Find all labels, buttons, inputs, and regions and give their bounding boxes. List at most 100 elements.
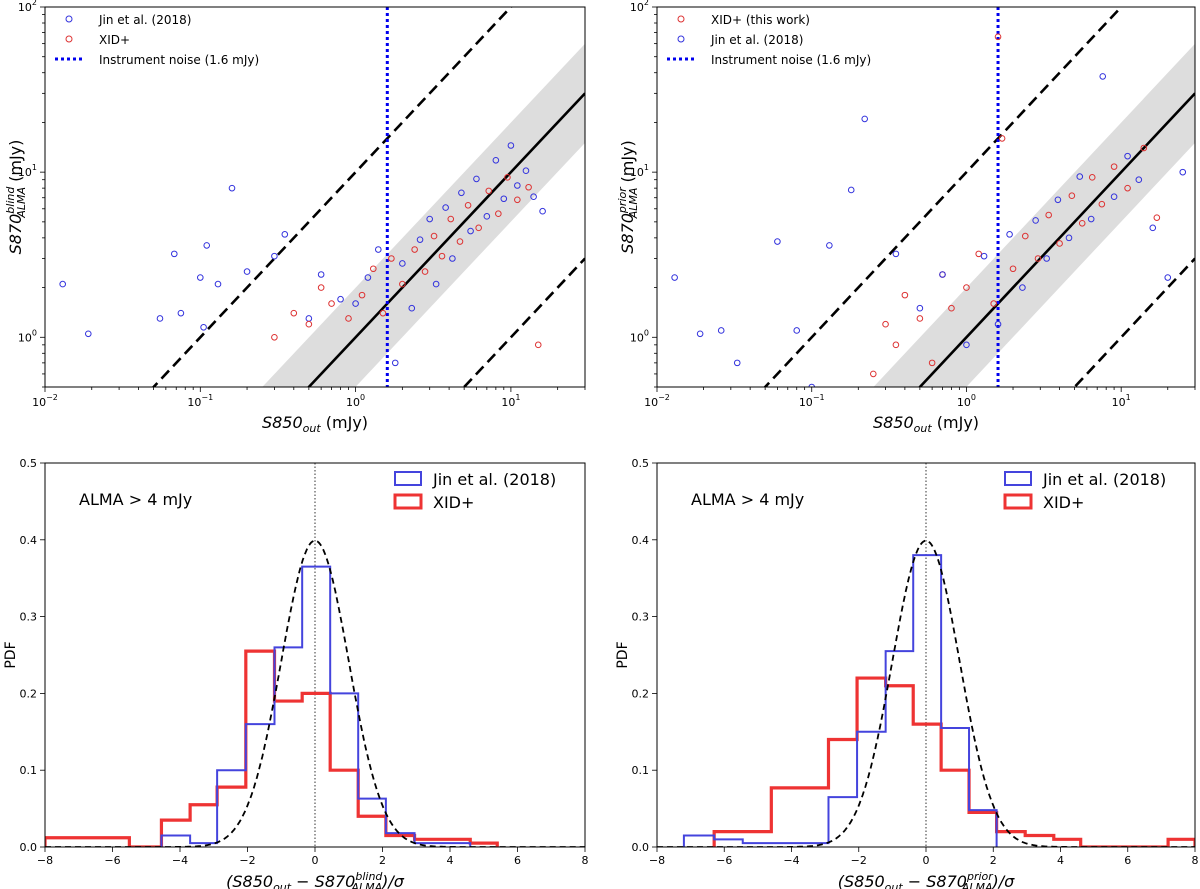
x-tick-label: 6	[1124, 854, 1131, 867]
data-point	[388, 255, 395, 262]
data-point	[928, 359, 936, 367]
data-point	[483, 213, 491, 220]
tick-exponent: −2	[46, 393, 58, 402]
legend-label: Instrument noise (1.6 mJy)	[99, 53, 259, 67]
data-point	[426, 215, 433, 223]
series-1	[59, 142, 546, 367]
x-tick-label: 8	[1192, 854, 1199, 867]
data-point	[59, 280, 66, 288]
label-part: S850	[873, 413, 914, 432]
legend-swatch	[394, 471, 422, 486]
series-2	[671, 73, 1187, 387]
x-tick-label: 8	[582, 854, 589, 867]
data-point	[449, 255, 456, 262]
data-point	[1065, 234, 1073, 242]
legend-swatch	[1004, 471, 1032, 486]
legend-label: Instrument noise (1.6 mJy)	[711, 53, 871, 67]
x-tick-label: −4	[783, 854, 799, 867]
data-point	[197, 274, 204, 281]
x-tick-label: 2	[990, 854, 997, 867]
data-point	[290, 309, 298, 317]
plot-area	[671, 7, 1195, 387]
data-point	[374, 246, 382, 253]
data-point	[514, 182, 521, 189]
legend-item: XID+ (this work)	[677, 13, 810, 27]
label-part: out	[885, 881, 904, 889]
data-point	[1019, 284, 1026, 291]
data-point	[733, 359, 741, 367]
tick-exponent: 2	[644, 0, 649, 7]
legend-item: Jin et al. (2018)	[394, 470, 556, 489]
data-point	[1140, 144, 1148, 152]
legend-label: XID+ (this work)	[711, 13, 810, 27]
tick-exponent: 1	[1126, 393, 1131, 402]
legend-swatch	[1003, 493, 1033, 510]
data-point	[495, 210, 502, 218]
histogram-xid	[712, 676, 1195, 847]
data-point	[990, 300, 997, 307]
data-point	[892, 250, 900, 258]
data-point	[826, 242, 833, 249]
label-part: S870	[618, 213, 637, 254]
data-point	[464, 201, 472, 209]
data-point	[994, 320, 1002, 328]
y-tick-label: 0.1	[632, 764, 650, 777]
data-point	[399, 280, 406, 288]
data-point	[467, 227, 474, 235]
data-point	[358, 291, 366, 299]
data-point	[1043, 255, 1050, 262]
y-tick-label: 102	[630, 0, 649, 14]
tick-base: 10	[18, 1, 32, 14]
x-tick-label: 100	[346, 393, 365, 409]
label-part: − S870	[291, 872, 355, 889]
data-point	[994, 33, 1002, 41]
x-tick-label: −4	[172, 854, 188, 867]
plot-area	[657, 463, 1195, 847]
label-part: (mJy)	[932, 413, 979, 432]
data-point	[963, 284, 970, 291]
data-point	[337, 295, 344, 303]
legend-label: Jin et al. (2018)	[98, 13, 191, 27]
data-point	[507, 142, 515, 149]
tick-base: 10	[957, 396, 971, 409]
label-part: (mJy)	[321, 413, 368, 432]
data-point	[1045, 211, 1052, 219]
data-point	[530, 193, 537, 201]
histogram-panel-4: −8 −6 −4 −2 0 2 4 6 8 0.0 0.1 0.2 0.3 0.4 0.5 (S850out …	[615, 457, 1199, 889]
y-tick-label: 0.2	[20, 687, 38, 700]
label-part: blind	[4, 186, 17, 214]
label-part: S870	[6, 214, 25, 255]
legend-item: Instrument noise (1.6 mJy)	[55, 53, 259, 67]
x-axis-label: (S850out − S870prior ALMA)/σ	[838, 870, 1015, 889]
tick-base: 10	[1112, 396, 1126, 409]
data-point	[514, 196, 521, 204]
data-point	[500, 195, 508, 203]
x-tick-label: 2	[379, 854, 386, 867]
legend-marker	[677, 15, 685, 23]
x-tick-label: 0	[312, 854, 319, 867]
one-to-one-line	[307, 92, 585, 387]
x-tick-label: 10−1	[187, 393, 213, 409]
y-tick-label: 101	[18, 163, 37, 179]
tick-exponent: 1	[515, 393, 520, 402]
x-tick-label: −6	[716, 854, 732, 867]
data-point	[504, 174, 511, 181]
legend-item: Instrument noise (1.6 mJy)	[667, 53, 871, 67]
tick-exponent: 0	[971, 393, 976, 402]
data-point	[456, 238, 464, 245]
data-point	[271, 252, 278, 260]
data-point	[1078, 220, 1086, 227]
data-point	[281, 231, 289, 238]
data-point	[869, 370, 877, 378]
data-point	[473, 175, 480, 183]
y-tick-label: 100	[18, 328, 37, 344]
x-axis-label: (S850out − S870blind ALMA)/σ	[226, 870, 405, 889]
histogram-xid	[45, 649, 499, 847]
data-point	[1099, 73, 1107, 80]
x-tick-label: 101	[501, 393, 520, 409]
data-point	[1021, 232, 1029, 240]
data-point	[1088, 174, 1096, 181]
data-point	[1153, 214, 1161, 221]
y-axis-label: S870priorALMA (mJy)	[616, 140, 640, 254]
